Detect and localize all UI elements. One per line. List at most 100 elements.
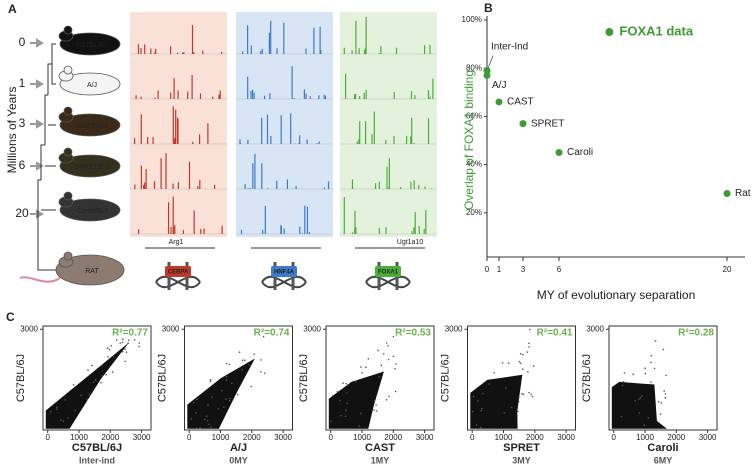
scatter-dot (238, 351, 241, 354)
scatter-dot (639, 396, 642, 399)
scatter-dot (248, 363, 251, 366)
scatter-dot (521, 392, 523, 395)
x-tick-label: 0 (485, 265, 490, 274)
scatter-dot (528, 328, 531, 331)
scatter-dot (228, 363, 231, 366)
r2-annotation: R²=0.53 (395, 328, 431, 339)
point-cloud (470, 374, 523, 429)
scatter-dot (471, 410, 474, 413)
scatter-dot (392, 335, 395, 338)
scatter-dot (228, 399, 231, 402)
scatter-dot (654, 340, 657, 342)
scatter-dot (64, 399, 66, 401)
track-peaks (134, 106, 215, 144)
gene-label: Arg1 (169, 239, 184, 246)
track-peaks (247, 66, 327, 99)
scatter-dot (100, 381, 102, 384)
scatter-dot (644, 367, 646, 370)
scatter-dot (638, 412, 641, 414)
scatter-dot (632, 373, 634, 376)
strain-label: Caroli/EiJ (77, 208, 107, 215)
scatter-dot (115, 339, 118, 341)
track-peaks (134, 153, 216, 189)
scatter-dot (345, 409, 347, 412)
scatter-dot (62, 420, 65, 423)
x-axis-sublabel: 3MY (512, 455, 531, 465)
factor-label: HNF4A (274, 270, 295, 276)
scatter-dot (223, 406, 225, 409)
scatter-dot (342, 382, 344, 384)
mouse-body (59, 198, 121, 222)
track-bg (340, 12, 437, 237)
scatter-dot (105, 373, 107, 376)
track-peaks (343, 16, 431, 54)
r2-annotation: R²=0.28 (678, 328, 714, 339)
scatter-dot (339, 399, 341, 402)
scatter-dot (225, 362, 228, 365)
track-peaks (239, 113, 320, 144)
scatter-dot (241, 359, 244, 362)
scatter-dot (517, 410, 519, 413)
scatter-dot (80, 394, 82, 397)
scatter-dot (620, 415, 623, 418)
mouse-ear (63, 191, 73, 201)
scatter-dot (250, 385, 252, 388)
scatter-dot (119, 342, 121, 344)
scatter-dot (493, 372, 495, 374)
plot-frame (184, 325, 293, 431)
x-tick-label: 2000 (526, 433, 544, 442)
x-tick-label: 0 (611, 433, 616, 442)
scatter-dot (221, 389, 223, 392)
scatter-dot (101, 375, 103, 377)
scatter-dot (231, 382, 233, 384)
scatter-dot (395, 363, 397, 365)
track-peaks (343, 197, 427, 234)
x-tick-label: 1000 (353, 433, 371, 442)
point (483, 67, 491, 75)
x-tick-label: 3 (521, 265, 526, 274)
arrow (30, 209, 44, 219)
scatter-dot (138, 342, 141, 344)
x-axis-label: SPRET (503, 442, 540, 454)
y-tick-label: 3000 (20, 324, 38, 333)
y-axis-label: C57BL/6J (156, 354, 168, 402)
y-tick-label: 60% (466, 112, 482, 121)
scatter-dot (124, 348, 126, 350)
scatter-dot (532, 365, 535, 367)
scatter-dot (91, 364, 93, 367)
x-tick-label: 0 (45, 433, 50, 442)
scatter-dot (360, 412, 362, 415)
mouse-ear (63, 25, 73, 35)
strain-label: RAT (85, 268, 99, 275)
mouse-ear (63, 147, 73, 157)
strain-label: A/J (87, 82, 97, 89)
scatter-dot (519, 362, 522, 365)
panel-letter: C (6, 310, 15, 324)
scatter-dot (480, 409, 483, 412)
scatter-dot (662, 348, 665, 351)
scatter-dot (385, 399, 388, 401)
point (495, 98, 503, 106)
scatter-dot (346, 392, 348, 394)
scatter-dot (127, 339, 130, 342)
point (519, 120, 527, 128)
scatter-dot (346, 384, 349, 386)
scatter-dot (50, 410, 52, 413)
scatter-dot (206, 419, 209, 422)
dna (365, 275, 411, 289)
y-axis-label: C57BL/6J (15, 354, 27, 402)
scatter-dot (124, 360, 127, 363)
scatter-dot (387, 358, 390, 361)
scatter-dot (125, 351, 128, 353)
tree (37, 43, 56, 271)
point (483, 71, 491, 79)
scatter-dot (640, 395, 643, 398)
scatter-dot (113, 355, 115, 358)
factor-box (271, 266, 297, 277)
scatter-dot (518, 360, 521, 363)
scatter-dot (225, 375, 228, 378)
scatter-dot (205, 415, 208, 418)
scatter-dot (388, 395, 390, 398)
factor-box (375, 266, 401, 277)
x-tick-label: 2000 (101, 433, 119, 442)
